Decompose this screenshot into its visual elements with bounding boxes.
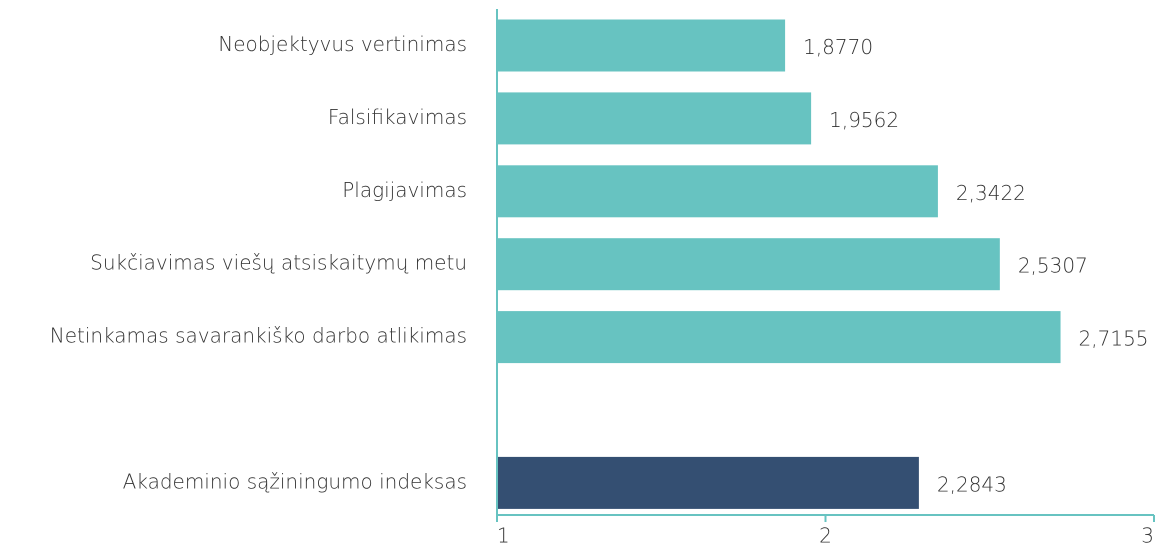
bar <box>497 92 812 145</box>
x-tick-label: 3 <box>1141 524 1154 548</box>
value-label: 2,5307 <box>1018 254 1088 278</box>
bar <box>497 238 1000 291</box>
bar <box>497 19 786 72</box>
category-label: Falsifikavimas <box>328 105 467 129</box>
value-label: 1,8770 <box>803 35 873 59</box>
bar <box>497 456 919 509</box>
value-label: 2,3422 <box>956 181 1026 205</box>
x-tick-label: 1 <box>497 524 510 548</box>
bar <box>497 165 938 218</box>
value-label: 2,7155 <box>1079 327 1149 351</box>
category-label: Neobjektyvus vertinimas <box>218 32 467 56</box>
category-label: Sukčiavimas viešų atsiskaitymų metu <box>90 251 467 275</box>
value-label: 2,2843 <box>937 472 1007 496</box>
category-label: Netinkamas savarankiško darbo atlikimas <box>50 324 467 348</box>
category-label: Plagijavimas <box>342 178 467 202</box>
bar <box>497 311 1061 364</box>
x-tick-label: 2 <box>819 524 832 548</box>
category-label: Akademinio sąžiningumo indeksas <box>123 469 467 493</box>
value-label: 1,9562 <box>829 108 899 132</box>
